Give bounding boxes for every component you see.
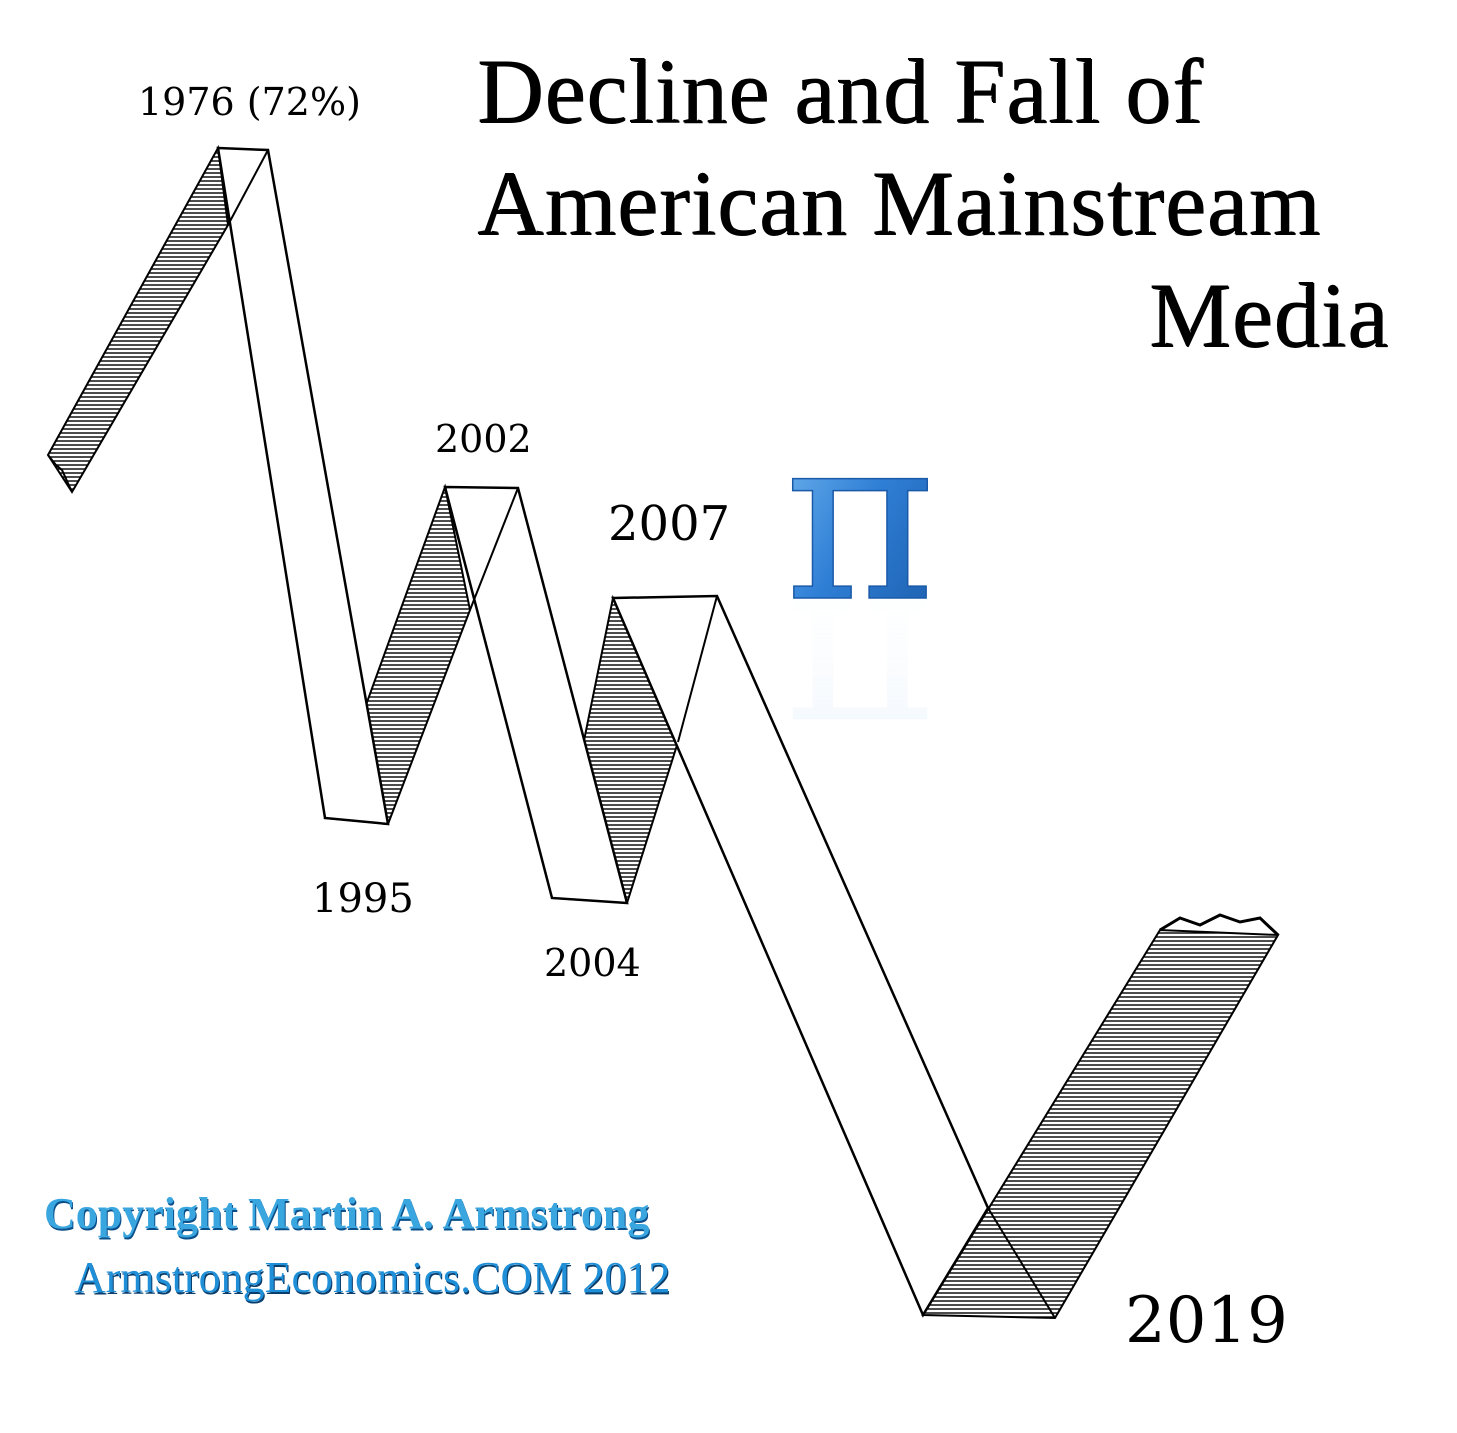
label-2004: 2004 <box>544 941 641 985</box>
pi-icon: π π <box>784 385 937 812</box>
ribbon-face-rise-1976 <box>46 144 230 494</box>
label-1995: 1995 <box>312 876 414 922</box>
svg-text:π: π <box>784 545 935 812</box>
label-2019: 2019 <box>1125 1284 1288 1358</box>
ribbon-face-fall-2004 <box>443 485 629 905</box>
label-2007: 2007 <box>608 496 730 552</box>
ribbon-face-fall-1995 <box>216 146 390 826</box>
title-line-2: American Mainstream <box>478 153 1323 255</box>
title-line-1: Decline and Fall of <box>478 41 1205 143</box>
svg-text:π: π <box>784 386 935 653</box>
ribbon-face-rise-2019 <box>921 928 1280 1320</box>
title-line-3: Media <box>1150 265 1391 367</box>
copyright-text: Copyright Martin A. Armstrong <box>44 1189 650 1238</box>
label-2002: 2002 <box>435 417 532 461</box>
website-text: ArmstrongEconomics.COM 2012 <box>74 1253 671 1302</box>
label-1976: 1976 (72%) <box>138 80 361 124</box>
